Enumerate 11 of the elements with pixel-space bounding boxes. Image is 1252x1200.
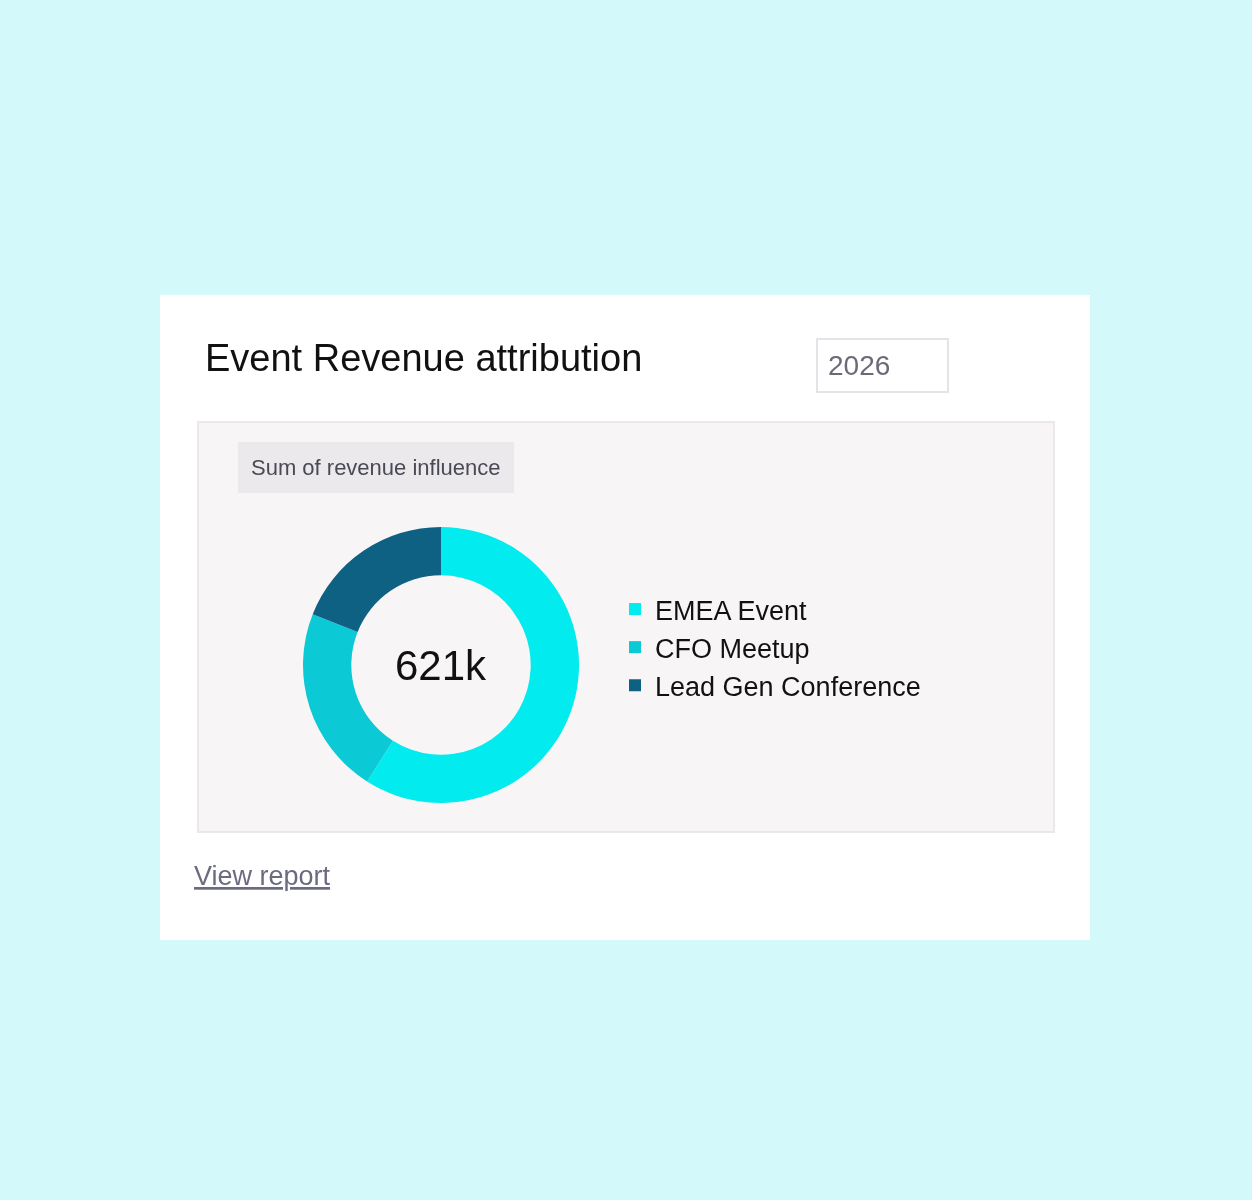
donut-slice <box>303 614 393 782</box>
donut-slice <box>367 527 579 803</box>
donut-slice <box>312 527 441 632</box>
legend-label: Lead Gen Conference <box>655 671 921 702</box>
legend-label: EMEA Event <box>655 595 808 626</box>
text: 621k <box>395 642 488 689</box>
chart-title: Event Revenue attribution <box>205 337 643 379</box>
text: 2026 <box>828 350 937 381</box>
text: Sum of revenue influence <box>251 455 501 480</box>
legend-label: CFO Meetup <box>655 633 810 664</box>
text: View report <box>194 861 331 891</box>
